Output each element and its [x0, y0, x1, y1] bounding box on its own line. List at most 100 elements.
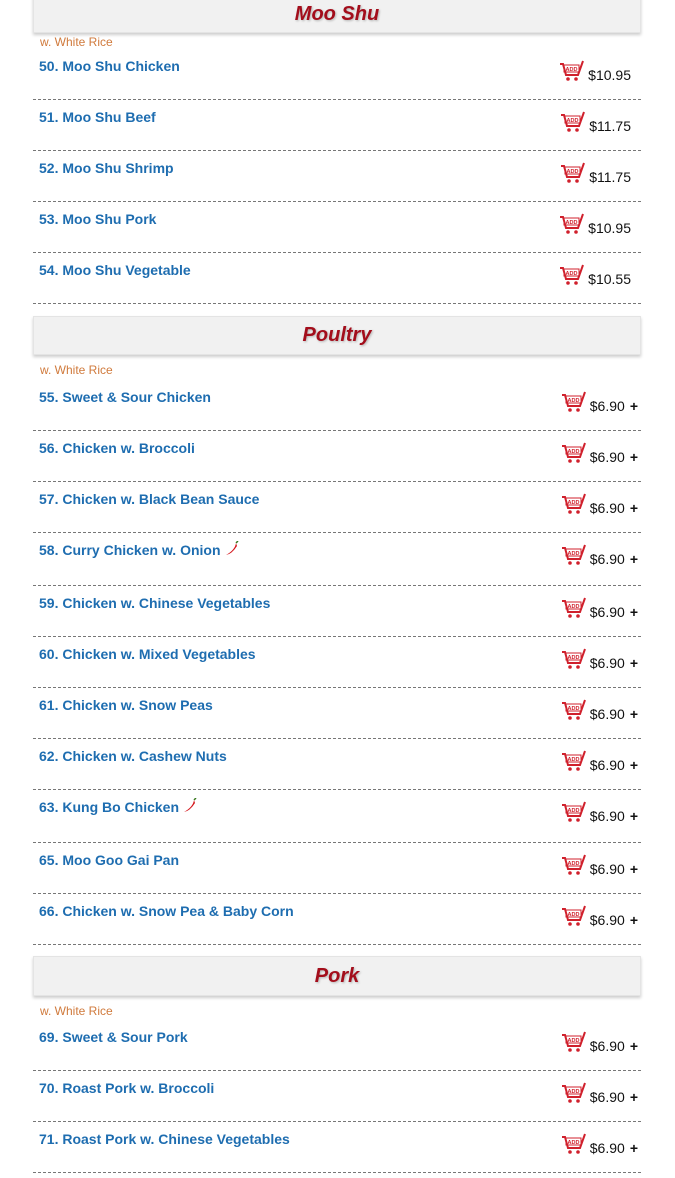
item-name[interactable]: 51. Moo Shu Beef [39, 108, 156, 126]
item-name-text: 55. Sweet & Sour Chicken [39, 389, 211, 405]
add-to-cart-icon[interactable]: ADD [558, 60, 585, 82]
price-group: ADD $10.55 [558, 263, 631, 287]
item-price: $6.90 [589, 551, 625, 567]
price-group: ADD $10.95 [558, 59, 631, 83]
item-name[interactable]: 59. Chicken w. Chinese Vegetables [39, 594, 270, 612]
options-plus[interactable]: + [629, 1089, 638, 1105]
menu-item: 55. Sweet & Sour Chicken ADD $6.90 + [33, 380, 641, 431]
item-price: $11.75 [589, 169, 631, 185]
options-plus[interactable]: + [629, 604, 638, 620]
options-plus[interactable]: + [629, 1038, 638, 1054]
item-name[interactable]: 71. Roast Pork w. Chinese Vegetables [39, 1130, 290, 1148]
svg-text:ADD: ADD [567, 1038, 579, 1044]
options-plus[interactable]: + [629, 861, 638, 877]
svg-text:ADD: ADD [567, 808, 579, 814]
menu-item: 51. Moo Shu Beef ADD $11.75 [33, 100, 641, 151]
menu-section: Poultry w. White Rice 55. Sweet & Sour Chi… [33, 316, 641, 945]
menu-item: 54. Moo Shu Vegetable ADD $10.55 [33, 253, 641, 304]
add-to-cart-icon[interactable]: ADD [560, 597, 587, 619]
menu-item: 52. Moo Shu Shrimp ADD $11.75 [33, 151, 641, 202]
menu-section: Pork w. White Rice 69. Sweet & Sour Pork A… [33, 956, 641, 1173]
svg-text:ADD: ADD [567, 1089, 579, 1095]
menu-item: 58. Curry Chicken w. Onion ADD $6.90 + [33, 533, 641, 586]
options-plus[interactable]: + [629, 398, 638, 414]
price-group: ADD $6.90 + [560, 441, 638, 465]
add-to-cart-icon[interactable]: ADD [558, 264, 585, 286]
section-title: Moo Shu [33, 0, 641, 33]
menu-item: 65. Moo Goo Gai Pan ADD $6.90 + [33, 843, 641, 894]
options-plus[interactable]: + [629, 551, 638, 567]
add-to-cart-icon[interactable]: ADD [560, 801, 587, 823]
menu-item: 69. Sweet & Sour Pork ADD $6.90 + [33, 1020, 641, 1071]
item-name-text: 50. Moo Shu Chicken [39, 58, 180, 74]
price-group: ADD $6.90 + [560, 1132, 638, 1156]
add-to-cart-icon[interactable]: ADD [560, 1133, 587, 1155]
add-to-cart-icon[interactable]: ADD [560, 544, 587, 566]
options-plus[interactable]: + [629, 1140, 638, 1156]
add-to-cart-icon[interactable]: ADD [560, 1082, 587, 1104]
item-name[interactable]: 52. Moo Shu Shrimp [39, 159, 174, 177]
item-name-text: 57. Chicken w. Black Bean Sauce [39, 491, 260, 507]
item-name[interactable]: 54. Moo Shu Vegetable [39, 261, 191, 279]
add-to-cart-icon[interactable]: ADD [558, 213, 585, 235]
item-name[interactable]: 63. Kung Bo Chicken [39, 797, 197, 818]
price-group: ADD $6.90 + [560, 647, 638, 671]
menu-item: 53. Moo Shu Pork ADD $10.95 [33, 202, 641, 253]
item-name-text: 53. Moo Shu Pork [39, 211, 157, 227]
item-name[interactable]: 50. Moo Shu Chicken [39, 57, 180, 75]
svg-text:ADD: ADD [567, 706, 579, 712]
chili-pepper-icon [181, 797, 197, 818]
item-name[interactable]: 56. Chicken w. Broccoli [39, 439, 195, 457]
item-price: $6.90 [589, 655, 625, 671]
add-to-cart-icon[interactable]: ADD [560, 648, 587, 670]
price-group: ADD $6.90 + [560, 543, 638, 567]
add-to-cart-icon[interactable]: ADD [560, 391, 587, 413]
menu-item: 66. Chicken w. Snow Pea & Baby Corn ADD $… [33, 894, 641, 945]
item-name[interactable]: 53. Moo Shu Pork [39, 210, 156, 228]
item-name[interactable]: 65. Moo Goo Gai Pan [39, 851, 179, 869]
item-name[interactable]: 62. Chicken w. Cashew Nuts [39, 747, 227, 765]
add-to-cart-icon[interactable]: ADD [560, 493, 587, 515]
add-to-cart-icon[interactable]: ADD [560, 1031, 587, 1053]
item-name[interactable]: 55. Sweet & Sour Chicken [39, 388, 211, 406]
section-subtitle: w. White Rice [40, 363, 113, 377]
add-to-cart-icon[interactable]: ADD [560, 905, 587, 927]
item-name-text: 56. Chicken w. Broccoli [39, 440, 195, 456]
options-plus[interactable]: + [629, 500, 638, 516]
price-group: ADD $6.90 + [560, 1030, 638, 1054]
item-name-text: 62. Chicken w. Cashew Nuts [39, 748, 227, 764]
add-to-cart-icon[interactable]: ADD [560, 750, 587, 772]
item-name[interactable]: 60. Chicken w. Mixed Vegetables [39, 645, 256, 663]
item-name[interactable]: 57. Chicken w. Black Bean Sauce [39, 490, 259, 508]
item-price: $6.90 [589, 706, 625, 722]
item-name-text: 66. Chicken w. Snow Pea & Baby Corn [39, 903, 294, 919]
add-to-cart-icon[interactable]: ADD [559, 162, 586, 184]
item-price: $6.90 [589, 757, 625, 773]
svg-text:ADD: ADD [567, 551, 579, 557]
item-name-text: 60. Chicken w. Mixed Vegetables [39, 646, 256, 662]
options-plus[interactable]: + [629, 706, 638, 722]
options-plus[interactable]: + [629, 655, 638, 671]
options-plus[interactable]: + [629, 757, 638, 773]
item-name[interactable]: 66. Chicken w. Snow Pea & Baby Corn [39, 902, 294, 920]
item-price: $6.90 [589, 1089, 625, 1105]
add-to-cart-icon[interactable]: ADD [560, 854, 587, 876]
item-price: $6.90 [589, 449, 625, 465]
item-name[interactable]: 58. Curry Chicken w. Onion [39, 540, 239, 561]
add-to-cart-icon[interactable]: ADD [559, 111, 586, 133]
item-name-text: 63. Kung Bo Chicken [39, 799, 180, 815]
options-plus[interactable]: + [629, 449, 638, 465]
item-name[interactable]: 70. Roast Pork w. Broccoli [39, 1079, 214, 1097]
add-to-cart-icon[interactable]: ADD [560, 442, 587, 464]
item-name[interactable]: 61. Chicken w. Snow Peas [39, 696, 213, 714]
add-to-cart-icon[interactable]: ADD [560, 699, 587, 721]
item-name-text: 51. Moo Shu Beef [39, 109, 156, 125]
price-group: ADD $6.90 + [560, 596, 638, 620]
item-name[interactable]: 69. Sweet & Sour Pork [39, 1028, 188, 1046]
svg-text:ADD: ADD [567, 655, 579, 661]
price-group: ADD $6.90 + [560, 698, 638, 722]
options-plus[interactable]: + [629, 912, 638, 928]
options-plus[interactable]: + [629, 808, 638, 824]
item-name-text: 69. Sweet & Sour Pork [39, 1029, 188, 1045]
svg-text:ADD: ADD [567, 118, 579, 124]
